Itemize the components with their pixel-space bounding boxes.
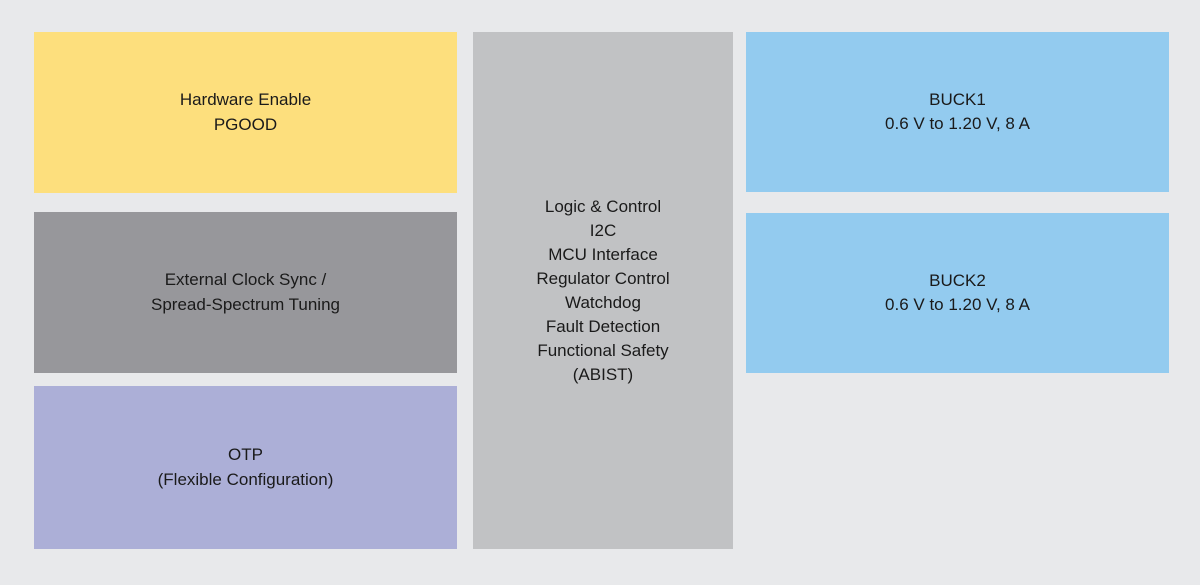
block-line: Hardware Enable [179, 90, 312, 109]
block-hardware-enable-pgood: Hardware Enable PGOOD [34, 32, 457, 193]
block-buck1: BUCK1 0.6 V to 1.20 V, 8 A [746, 32, 1169, 192]
block-line: PGOOD [213, 114, 278, 134]
block-buck2: BUCK2 0.6 V to 1.20 V, 8 A [746, 213, 1169, 373]
block-line: BUCK2 [929, 270, 986, 290]
block-line: I2C [589, 220, 617, 240]
block-line: Spread-Spectrum Tuning [151, 294, 340, 314]
block-line: (ABIST) [572, 364, 634, 384]
block-line: Fault Detection [545, 316, 661, 336]
block-line: 0.6 V to 1.20 V, 8 A [885, 114, 1030, 133]
block-line: (Flexible Configuration) [157, 469, 334, 489]
block-line: Watchdog [565, 292, 641, 312]
block-line: BUCK1 [929, 89, 986, 109]
block-logic-and-control: Logic & Control I2C MCU Interface Regula… [473, 32, 733, 549]
block-line: 0.6 V to 1.20 V, 8 A [885, 295, 1030, 314]
block-line: OTP [228, 445, 263, 464]
block-line: MCU Interface [548, 244, 658, 264]
block-line: Logic & Control [544, 196, 662, 216]
block-line: Regulator Control [536, 268, 670, 288]
block-line: Functional Safety [537, 340, 669, 360]
block-line: External Clock Sync / [164, 270, 327, 289]
block-otp: OTP (Flexible Configuration) [34, 386, 457, 549]
block-external-clock-sync: External Clock Sync / Spread-Spectrum Tu… [34, 212, 457, 373]
